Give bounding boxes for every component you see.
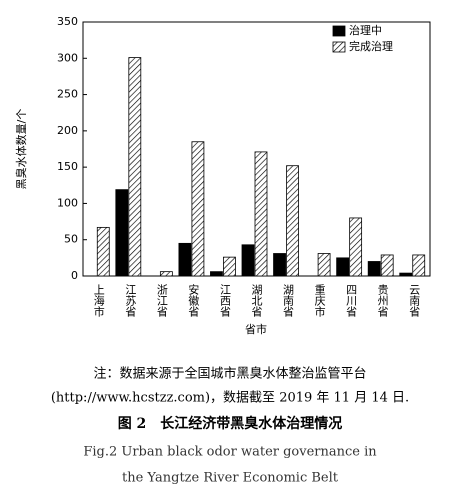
x-tick-label: 安徽省 <box>187 283 200 318</box>
bar <box>367 261 381 277</box>
bar <box>349 217 363 277</box>
x-tick-label: 四川省 <box>345 284 358 318</box>
bar <box>317 253 331 277</box>
bar <box>223 256 236 277</box>
bar <box>178 242 192 277</box>
bar <box>380 254 394 277</box>
y-axis-label: 黑臭水体数量/个 <box>14 109 28 190</box>
note-line: 注：数据来源于全国城市黑臭水体整治监管平台 <box>93 366 366 382</box>
legend-swatch <box>332 41 346 53</box>
bar <box>399 272 413 277</box>
bar <box>128 57 142 277</box>
x-tick-label: 贵州省 <box>376 284 389 318</box>
figure-caption-en: Fig.2 Urban black odor water governance … <box>83 445 377 460</box>
x-tick-label: 湖北省 <box>250 284 263 318</box>
bar <box>115 189 129 277</box>
y-tick-label: 200 <box>57 124 78 137</box>
legend-label: 完成治理 <box>349 39 393 53</box>
x-tick-label: 江西省 <box>218 284 231 318</box>
y-tick-label: 100 <box>57 196 78 209</box>
bar <box>336 257 350 277</box>
figure-caption-en: the Yangtze River Economic Belt <box>122 471 339 486</box>
y-tick-label: 150 <box>57 160 78 173</box>
y-tick-label: 0 <box>71 269 78 282</box>
x-tick-label: 湖南省 <box>282 284 295 318</box>
bar <box>286 165 299 277</box>
x-tick-label: 云南省 <box>408 284 421 318</box>
x-tick-label: 浙江省 <box>155 284 168 318</box>
x-axis-label: 省市 <box>245 322 267 336</box>
bar <box>96 226 110 277</box>
note-line: (http://www.hcstzz.com)，数据截至 2019 年 11 月… <box>51 391 409 406</box>
x-tick-label: 江苏省 <box>124 284 137 318</box>
legend-swatch <box>332 25 346 37</box>
x-tick-label: 上海市 <box>92 284 105 318</box>
bar <box>159 271 173 277</box>
figure-caption: 图 2 长江经济带黑臭水体治理情况 <box>118 415 343 432</box>
x-tick-label: 重庆市 <box>313 283 326 318</box>
y-tick-label: 250 <box>57 88 78 101</box>
bar <box>412 254 426 277</box>
y-tick-label: 300 <box>57 51 78 64</box>
bar <box>210 271 223 277</box>
bar <box>254 151 268 277</box>
legend-label: 治理中 <box>349 23 382 37</box>
bar <box>191 141 205 277</box>
y-tick-label: 50 <box>64 233 78 246</box>
bar <box>273 253 286 277</box>
y-tick-label: 350 <box>57 15 78 28</box>
bar <box>241 244 255 277</box>
